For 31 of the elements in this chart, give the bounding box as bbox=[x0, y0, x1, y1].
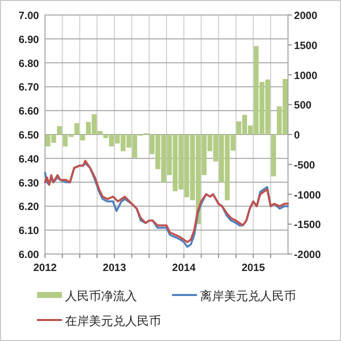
x-tick-label: 2015 bbox=[242, 262, 266, 274]
y-tick-label: 7.00 bbox=[18, 10, 40, 22]
y2-tick-label: -1500 bbox=[294, 219, 322, 232]
y-tick-label: 6.80 bbox=[18, 58, 40, 70]
y2-tick-label: 500 bbox=[294, 100, 312, 112]
y2-tick-label: 0 bbox=[294, 130, 300, 142]
y2-tick-label: 1000 bbox=[294, 70, 318, 82]
y2-tick-label: -1000 bbox=[294, 189, 322, 202]
y-tick-label: 6.20 bbox=[18, 201, 40, 214]
bar bbox=[56, 126, 62, 134]
y-tick-label: 6.40 bbox=[18, 153, 40, 166]
y-tick-label: 6.10 bbox=[18, 225, 40, 238]
y-tick-label: 6.60 bbox=[18, 106, 40, 118]
y2-tick-label: -500 bbox=[294, 159, 316, 172]
y-tick-label: 6.50 bbox=[18, 130, 40, 142]
y2-tick-label: 1500 bbox=[294, 40, 318, 52]
y2-tick-label: -2000 bbox=[294, 249, 322, 261]
y-tick-label: 6.90 bbox=[18, 34, 40, 46]
y-tick-label: 6.30 bbox=[18, 177, 40, 190]
y2-tick-label: 2000 bbox=[294, 10, 318, 22]
bar bbox=[74, 123, 80, 134]
x-tick-label: 2013 bbox=[102, 262, 126, 274]
legend-label: 人民币净流入 bbox=[65, 289, 137, 303]
bar bbox=[80, 134, 86, 140]
y-tick-label: 6.70 bbox=[18, 82, 40, 94]
y-tick-label: 6.00 bbox=[18, 249, 40, 261]
x-tick-label: 2014 bbox=[172, 262, 196, 274]
legend-label: 离岸美元兑人民币 bbox=[200, 289, 296, 303]
bar bbox=[271, 134, 276, 176]
x-tick-label: 2012 bbox=[33, 262, 57, 274]
legend-label: 在岸美元兑人民币 bbox=[65, 314, 161, 328]
